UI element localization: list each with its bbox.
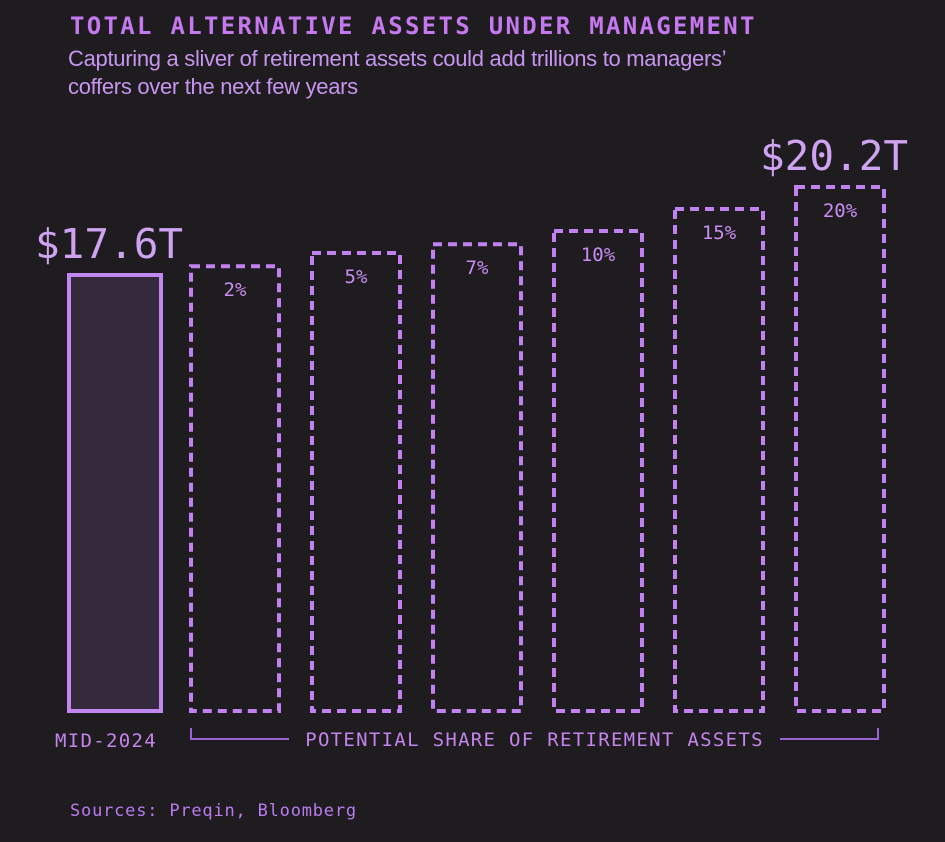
chart-title: TOTAL ALTERNATIVE ASSETS UNDER MANAGEMEN… xyxy=(70,12,757,40)
bracket-line-right xyxy=(779,728,880,740)
bar-pct-label-7%: 7% xyxy=(465,257,489,280)
axis-group-bracket: POTENTIAL SHARE OF RETIREMENT ASSETS xyxy=(190,728,880,751)
bar-pct-label-2%: 2% xyxy=(223,279,247,302)
axis-group-label: POTENTIAL SHARE OF RETIREMENT ASSETS xyxy=(305,729,764,751)
bar-dashed-5% xyxy=(310,251,402,713)
sources-note: Sources: Preqin, Bloomberg xyxy=(70,801,357,821)
bar-pct-label-10%: 10% xyxy=(580,244,616,266)
value-label-mid-2024: $17.6T xyxy=(35,220,184,268)
bar-pct-label-20%: 20% xyxy=(822,200,858,222)
bracket-line-left xyxy=(190,728,290,740)
bar-dashed-20% xyxy=(794,185,886,714)
chart-subtitle-line1: Capturing a sliver of retirement assets … xyxy=(68,46,727,71)
bar-dashed-15% xyxy=(673,207,765,714)
bar-chart-plot-area xyxy=(67,185,886,714)
bar-solid-mid-2024 xyxy=(67,273,163,713)
bar-dashed-7% xyxy=(431,242,523,713)
x-axis-label-mid-2024: MID-2024 xyxy=(55,730,157,752)
bar-pct-label-5%: 5% xyxy=(344,266,368,288)
bar-dashed-2% xyxy=(189,264,281,713)
bar-dashed-10% xyxy=(552,229,644,713)
bar-pct-label-15%: 15% xyxy=(701,222,737,244)
value-label-20pct: $20.2T xyxy=(760,132,909,180)
chart-subtitle-line2: coffers over the next few years xyxy=(68,74,358,99)
chart-subtitle: Capturing a sliver of retirement assets … xyxy=(68,45,727,101)
